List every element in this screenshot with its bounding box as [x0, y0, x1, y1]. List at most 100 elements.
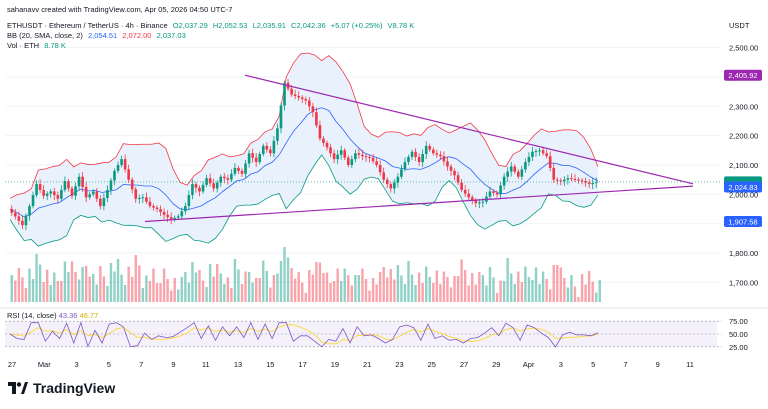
candle-body [261, 145, 265, 154]
credit-line: sahanavv created with TradingView.com, A… [7, 5, 233, 14]
volume-bar [446, 277, 449, 302]
candle-body [28, 206, 31, 216]
candle-body [339, 150, 343, 155]
volume-bar [42, 282, 45, 302]
candle-body [382, 172, 385, 180]
candle-body [453, 170, 456, 176]
candle-body [60, 189, 63, 199]
candle-body [541, 150, 545, 154]
volume-bar [417, 272, 421, 302]
volume-bar [375, 284, 378, 302]
volume-bar [506, 258, 509, 302]
volume-bar [290, 268, 293, 302]
candle-body [495, 192, 499, 195]
volume-bar [386, 277, 389, 302]
candle-body [580, 180, 584, 182]
bb-lower-value: 2,037.03 [156, 31, 186, 40]
volume-bar [460, 259, 463, 302]
candle-body [113, 170, 116, 181]
volume-bar [141, 288, 145, 302]
candle-body [70, 188, 74, 196]
candle-body [389, 184, 393, 189]
candle-body [474, 200, 478, 204]
price-tag-label: 2,024.83 [728, 183, 757, 192]
candle-body [308, 100, 311, 107]
candle-body [322, 138, 325, 143]
candle-body [566, 178, 570, 180]
volume-bar [368, 290, 371, 302]
tradingview-logo[interactable]: TradingView [8, 380, 115, 396]
candle-body [10, 209, 14, 213]
candle-body [240, 170, 244, 174]
candle-body [587, 182, 591, 185]
volume-bar [439, 284, 442, 302]
volume-bar [297, 272, 300, 302]
volume-bar [566, 287, 570, 302]
bb-lower-line [9, 154, 599, 247]
vol-label[interactable]: Vol · ETH [7, 41, 40, 50]
symbol-label[interactable]: ETHUSDT · Ethereum / TetherUS · 4h · Bin… [7, 21, 168, 30]
candle-body [552, 167, 556, 180]
volume-bar [159, 283, 162, 302]
bb-legend: BB (20, SMA, close, 2) 2,054.51 2,072.00… [7, 31, 189, 40]
volume-bar [279, 261, 283, 302]
volume-bar [74, 272, 77, 302]
volume-bar [382, 267, 385, 302]
bb-label[interactable]: BB (20, SMA, close, 2) [7, 31, 83, 40]
bb-mid-value: 2,054.51 [87, 31, 118, 40]
candle-body [538, 150, 541, 152]
volume-bar [262, 260, 265, 302]
volume-bar [53, 272, 56, 302]
candle-body [424, 145, 428, 154]
x-tick-label: 13 [234, 360, 242, 369]
bb-upper-line [9, 52, 599, 199]
rsi-level-label: 25.00 [729, 343, 748, 352]
candle-body [577, 179, 580, 181]
candle-body [67, 181, 70, 189]
volume-bar [272, 275, 276, 302]
volume-bar [432, 283, 435, 302]
candle-body [460, 182, 463, 190]
candle-body [21, 220, 24, 226]
volume-bar [339, 281, 343, 302]
candle-body [88, 194, 91, 198]
candle-body [470, 197, 474, 201]
candle-body [176, 216, 180, 218]
volume-bar [131, 277, 134, 302]
volume-bar [70, 261, 74, 302]
candle-body [230, 173, 233, 180]
volume-bar [63, 261, 67, 302]
volume-bar [354, 275, 357, 302]
volume-bar [357, 275, 361, 302]
x-tick-label: 21 [363, 360, 371, 369]
price-tag-label: 2,405.92 [728, 71, 757, 80]
candle-body [325, 142, 329, 148]
volume-bar [442, 271, 446, 302]
volume-bar [371, 278, 375, 302]
volume-bar [173, 278, 176, 302]
volume-bar [531, 280, 534, 302]
x-tick-label: 23 [395, 360, 403, 369]
volume-bar [152, 268, 155, 302]
y-tick-label: 2,300.00 [729, 102, 758, 111]
rsi-line [9, 321, 599, 348]
candle-body [442, 156, 446, 162]
volume-bar [77, 279, 81, 302]
volume-bar [425, 266, 428, 302]
volume-bar [237, 269, 240, 302]
volume-bar [45, 269, 49, 302]
candle-body [56, 195, 60, 199]
rsi-label[interactable]: RSI (14, close) [7, 311, 57, 320]
candle-body [315, 112, 318, 126]
volume-bar [187, 282, 191, 302]
volume-bar [134, 255, 137, 302]
volume-bar [520, 282, 524, 302]
volume-bar [495, 293, 499, 302]
candle-body [407, 156, 410, 163]
candle-body [63, 181, 67, 190]
volume-bar [435, 270, 439, 302]
volume-bar [453, 276, 456, 302]
volume-bar [332, 281, 336, 302]
candle-body [74, 186, 77, 196]
